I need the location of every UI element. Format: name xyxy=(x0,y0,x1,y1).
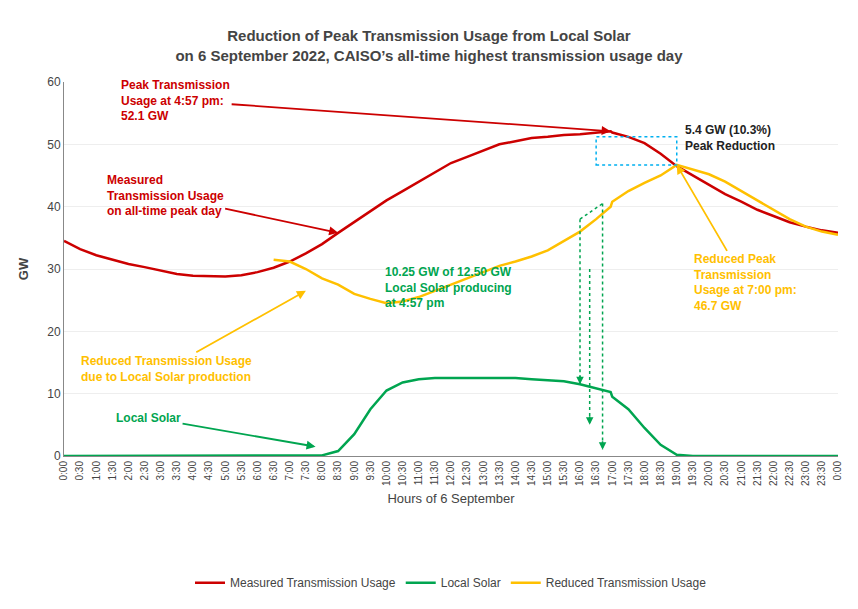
svg-text:Reduced PeakTransmissionUsage: Reduced PeakTransmissionUsage at 7:00 pm… xyxy=(694,252,797,313)
svg-text:2:00: 2:00 xyxy=(123,461,134,481)
svg-text:16:30: 16:30 xyxy=(590,461,601,486)
svg-text:13:00: 13:00 xyxy=(478,461,489,486)
svg-text:4:30: 4:30 xyxy=(203,461,214,481)
svg-text:30: 30 xyxy=(47,262,61,276)
svg-text:23:30: 23:30 xyxy=(816,461,827,486)
svg-text:50: 50 xyxy=(47,138,61,152)
svg-text:4:00: 4:00 xyxy=(187,461,198,481)
svg-text:14:00: 14:00 xyxy=(510,461,521,486)
svg-text:22:30: 22:30 xyxy=(784,461,795,486)
svg-text:17:30: 17:30 xyxy=(623,461,634,486)
svg-text:14:30: 14:30 xyxy=(526,461,537,486)
svg-text:19:30: 19:30 xyxy=(687,461,698,486)
svg-text:5:30: 5:30 xyxy=(236,461,247,481)
svg-text:11:00: 11:00 xyxy=(413,461,424,486)
svg-text:Reduced Transmission Usage: Reduced Transmission Usage xyxy=(546,576,706,590)
svg-text:8:00: 8:00 xyxy=(316,461,327,481)
svg-text:5:00: 5:00 xyxy=(220,461,231,481)
svg-text:10:00: 10:00 xyxy=(381,461,392,486)
svg-text:Measured Transmission Usage: Measured Transmission Usage xyxy=(230,576,396,590)
svg-text:5.4 GW (10.3%)Peak Reduction: 5.4 GW (10.3%)Peak Reduction xyxy=(685,123,775,153)
svg-text:1:00: 1:00 xyxy=(91,461,102,481)
svg-text:9:30: 9:30 xyxy=(365,461,376,481)
svg-text:0:00: 0:00 xyxy=(832,461,843,481)
svg-text:3:00: 3:00 xyxy=(155,461,166,481)
svg-text:40: 40 xyxy=(47,200,61,214)
svg-text:Reduced Transmission Usagedue: Reduced Transmission Usagedue to Local S… xyxy=(81,354,252,384)
svg-text:60: 60 xyxy=(47,75,61,89)
svg-text:1:30: 1:30 xyxy=(107,461,118,481)
svg-text:18:30: 18:30 xyxy=(655,461,666,486)
svg-text:21:00: 21:00 xyxy=(736,461,747,486)
svg-text:16:00: 16:00 xyxy=(574,461,585,486)
svg-text:6:30: 6:30 xyxy=(268,461,279,481)
svg-text:10.25 GW of 12.50 GWLocal Sola: 10.25 GW of 12.50 GWLocal Solar producin… xyxy=(385,265,512,310)
svg-text:6:00: 6:00 xyxy=(252,461,263,481)
svg-text:12:00: 12:00 xyxy=(445,461,456,486)
svg-text:Hours of 6 September: Hours of 6 September xyxy=(387,491,515,506)
svg-text:8:30: 8:30 xyxy=(332,461,343,481)
svg-text:22:00: 22:00 xyxy=(768,461,779,486)
svg-text:0:30: 0:30 xyxy=(74,461,85,481)
svg-text:13:30: 13:30 xyxy=(494,461,505,486)
svg-text:19:00: 19:00 xyxy=(671,461,682,486)
svg-text:11:30: 11:30 xyxy=(429,461,440,486)
svg-text:15:00: 15:00 xyxy=(542,461,553,486)
svg-text:7:00: 7:00 xyxy=(284,461,295,481)
svg-text:2:30: 2:30 xyxy=(139,461,150,481)
svg-text:18:00: 18:00 xyxy=(639,461,650,486)
svg-text:20:30: 20:30 xyxy=(719,461,730,486)
svg-text:0: 0 xyxy=(54,449,61,463)
svg-text:10: 10 xyxy=(47,387,61,401)
svg-text:MeasuredTransmission Usageon a: MeasuredTransmission Usageon all-time pe… xyxy=(107,173,224,218)
svg-text:20:00: 20:00 xyxy=(703,461,714,486)
svg-text:Local Solar: Local Solar xyxy=(441,576,501,590)
svg-text:10:30: 10:30 xyxy=(397,461,408,486)
svg-text:23:00: 23:00 xyxy=(800,461,811,486)
svg-text:17:00: 17:00 xyxy=(607,461,618,486)
svg-text:Peak TransmissionUsage at 4:57: Peak TransmissionUsage at 4:57 pm:52.1 G… xyxy=(121,78,230,123)
svg-text:9:00: 9:00 xyxy=(349,461,360,481)
svg-text:21:30: 21:30 xyxy=(752,461,763,486)
svg-text:3:30: 3:30 xyxy=(171,461,182,481)
svg-text:GW: GW xyxy=(16,257,31,280)
svg-text:7:30: 7:30 xyxy=(300,461,311,481)
svg-text:Reduction of Peak Transmission: Reduction of Peak Transmission Usage fro… xyxy=(175,27,683,64)
svg-text:15:30: 15:30 xyxy=(558,461,569,486)
svg-text:Local Solar: Local Solar xyxy=(116,411,181,425)
svg-text:20: 20 xyxy=(47,325,61,339)
svg-text:0:00: 0:00 xyxy=(58,461,69,481)
svg-text:12:30: 12:30 xyxy=(461,461,472,486)
